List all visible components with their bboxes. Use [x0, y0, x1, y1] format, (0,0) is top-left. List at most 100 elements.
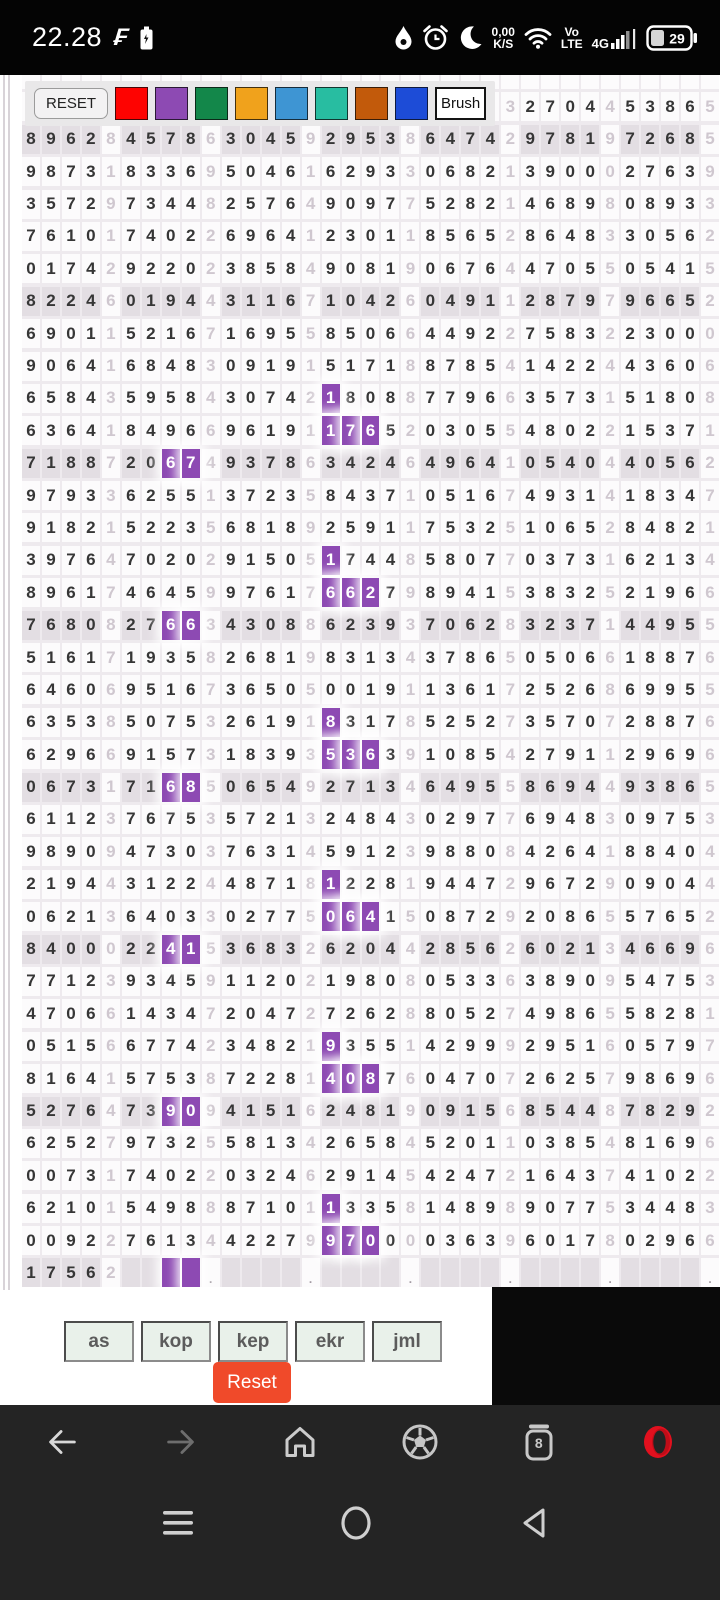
- grid-cell[interactable]: 8: [22, 124, 40, 154]
- grid-cell[interactable]: 8: [381, 383, 400, 413]
- grid-cell[interactable]: 5: [181, 966, 200, 996]
- grid-cell[interactable]: 4: [341, 804, 360, 834]
- grid-cell[interactable]: 6: [581, 675, 600, 705]
- grid-cell[interactable]: 3: [401, 610, 420, 640]
- grid-cell[interactable]: 1: [321, 383, 340, 413]
- grid-cell[interactable]: 8: [221, 1193, 240, 1223]
- grid-cell[interactable]: 6: [61, 675, 80, 705]
- grid-cell[interactable]: 3: [381, 124, 400, 154]
- grid-cell[interactable]: 0: [41, 351, 60, 381]
- grid-cell[interactable]: 6: [581, 643, 600, 673]
- grid-cell[interactable]: 2: [481, 157, 500, 187]
- grid-cell[interactable]: 6: [41, 610, 60, 640]
- grid-cell[interactable]: 7: [361, 351, 380, 381]
- grid-cell[interactable]: 8: [541, 966, 560, 996]
- grid-cell[interactable]: 3: [161, 157, 180, 187]
- grid-cell[interactable]: 0: [581, 707, 600, 737]
- grid-cell[interactable]: 4: [381, 804, 400, 834]
- grid-cell[interactable]: 2: [301, 383, 320, 413]
- grid-cell[interactable]: 7: [281, 902, 300, 932]
- grid-cell[interactable]: 9: [161, 416, 180, 446]
- grid-cell[interactable]: 4: [81, 351, 100, 381]
- grid-cell[interactable]: 2: [501, 319, 520, 349]
- grid-cell[interactable]: 6: [681, 578, 700, 608]
- grid-cell[interactable]: 6: [301, 1096, 320, 1126]
- grid-cell[interactable]: 4: [301, 837, 320, 867]
- grid-cell[interactable]: 1: [241, 966, 260, 996]
- grid-cell[interactable]: 6: [22, 740, 40, 770]
- grid-cell[interactable]: 8: [22, 578, 40, 608]
- grid-cell[interactable]: 7: [581, 610, 600, 640]
- grid-cell[interactable]: 0: [681, 837, 700, 867]
- grid-cell[interactable]: 4: [461, 578, 480, 608]
- grid-cell[interactable]: 5: [661, 448, 680, 478]
- grid-cell[interactable]: 9: [121, 966, 140, 996]
- grid-cell[interactable]: 3: [441, 1226, 460, 1256]
- grid-cell[interactable]: 4: [701, 545, 719, 575]
- grid-cell[interactable]: 1: [261, 707, 280, 737]
- grid-cell[interactable]: 2: [561, 675, 580, 705]
- grid-cell[interactable]: 8: [61, 610, 80, 640]
- grid-cell[interactable]: 4: [361, 902, 380, 932]
- grid-cell[interactable]: 3: [641, 772, 660, 802]
- grid-cell[interactable]: 3: [341, 1031, 360, 1061]
- grid-cell[interactable]: 7: [581, 1226, 600, 1256]
- grid-cell[interactable]: 6: [521, 1226, 540, 1256]
- grid-cell[interactable]: 0: [541, 1193, 560, 1223]
- grid-cell[interactable]: 2: [601, 416, 620, 446]
- grid-cell[interactable]: 2: [521, 1031, 540, 1061]
- grid-cell[interactable]: 0: [261, 610, 280, 640]
- grid-cell[interactable]: 6: [281, 286, 300, 316]
- grid-cell[interactable]: 3: [441, 675, 460, 705]
- grid-cell[interactable]: 8: [41, 157, 60, 187]
- grid-cell[interactable]: 1: [101, 319, 120, 349]
- grid-cell[interactable]: 3: [341, 1193, 360, 1223]
- grid-cell[interactable]: 6: [441, 157, 460, 187]
- grid-cell[interactable]: 5: [501, 643, 520, 673]
- grid-cell[interactable]: 1: [581, 740, 600, 770]
- grid-cell[interactable]: 8: [321, 643, 340, 673]
- grid-cell[interactable]: 4: [561, 1161, 580, 1191]
- grid-cell[interactable]: 7: [381, 189, 400, 219]
- grid-cell[interactable]: 9: [61, 1226, 80, 1256]
- grid-cell[interactable]: 4: [641, 966, 660, 996]
- footer-button-kep[interactable]: kep: [218, 1321, 288, 1362]
- grid-cell[interactable]: 6: [321, 610, 340, 640]
- grid-cell[interactable]: 8: [621, 1128, 640, 1158]
- grid-cell[interactable]: 3: [581, 319, 600, 349]
- grid-cell[interactable]: 6: [281, 189, 300, 219]
- grid-cell[interactable]: 5: [261, 254, 280, 284]
- grid-cell[interactable]: 0: [561, 643, 580, 673]
- grid-cell[interactable]: 9: [161, 1096, 180, 1126]
- grid-cell[interactable]: [381, 1258, 400, 1288]
- grid-cell[interactable]: 2: [481, 902, 500, 932]
- grid-cell[interactable]: 6: [241, 772, 260, 802]
- grid-cell[interactable]: 6: [541, 221, 560, 251]
- grid-cell[interactable]: 1: [581, 481, 600, 511]
- grid-cell[interactable]: 2: [661, 999, 680, 1029]
- grid-cell[interactable]: 2: [341, 157, 360, 187]
- grid-cell[interactable]: 3: [221, 124, 240, 154]
- grid-cell[interactable]: 1: [321, 286, 340, 316]
- grid-cell[interactable]: 0: [621, 1031, 640, 1061]
- grid-cell[interactable]: 8: [241, 254, 260, 284]
- grid-cell[interactable]: 5: [41, 1031, 60, 1061]
- grid-cell[interactable]: 7: [561, 383, 580, 413]
- grid-cell[interactable]: 1: [281, 869, 300, 899]
- grid-cell[interactable]: 2: [681, 1161, 700, 1191]
- grid-cell[interactable]: 3: [481, 1226, 500, 1256]
- grid-cell[interactable]: 6: [461, 221, 480, 251]
- grid-cell[interactable]: 4: [641, 1193, 660, 1223]
- grid-cell[interactable]: 5: [81, 1031, 100, 1061]
- grid-cell[interactable]: 0: [561, 92, 580, 122]
- grid-cell[interactable]: 4: [401, 1128, 420, 1158]
- grid-cell[interactable]: 1: [81, 902, 100, 932]
- grid-cell[interactable]: 7: [61, 189, 80, 219]
- grid-cell[interactable]: 0: [521, 1128, 540, 1158]
- grid-cell[interactable]: 4: [581, 772, 600, 802]
- grid-cell[interactable]: 8: [561, 1128, 580, 1158]
- grid-cell[interactable]: 6: [321, 934, 340, 964]
- grid-cell[interactable]: 4: [501, 254, 520, 284]
- grid-cell[interactable]: 3: [361, 610, 380, 640]
- grid-cell[interactable]: 1: [261, 416, 280, 446]
